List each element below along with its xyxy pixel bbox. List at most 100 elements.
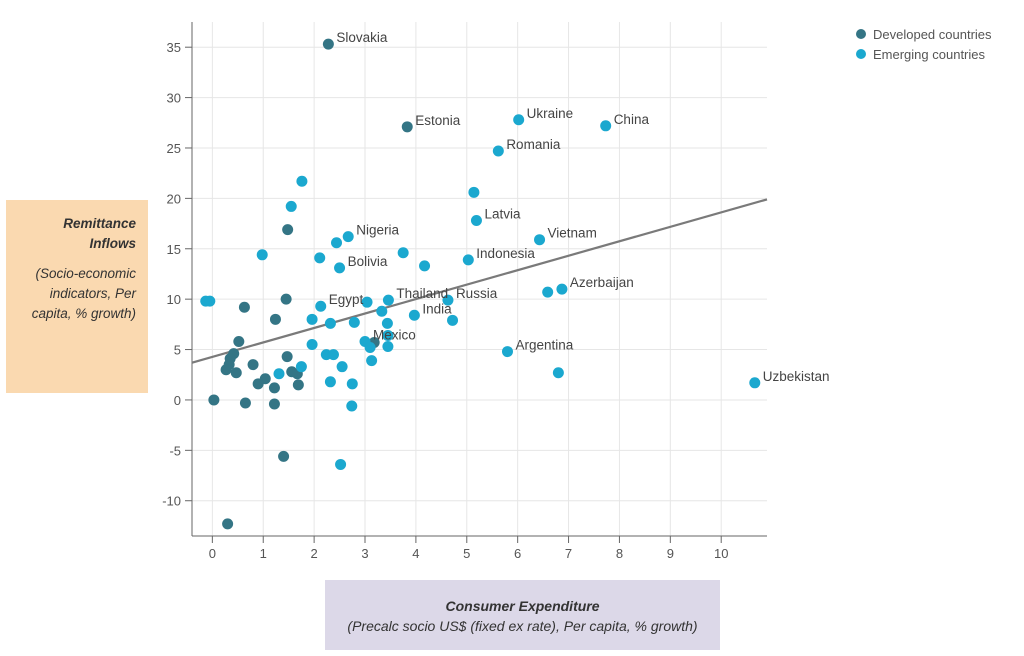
- trend-line-group: [191, 198, 768, 364]
- data-point: [280, 293, 292, 305]
- tick-labels: 0 1 2 3 4 5 6 7 8 9 10 -10 -5 0 5 10 15 20 25 30 35: [162, 40, 728, 561]
- data-point: [342, 231, 354, 243]
- data-point: [296, 175, 308, 187]
- point-label: Ukraine: [527, 106, 574, 121]
- point-label: Estonia: [415, 113, 461, 128]
- y-axis-subtitle: (Socio-economic indicators, Per capita, …: [31, 266, 136, 321]
- data-point: [334, 262, 346, 274]
- x-tick-label: 6: [514, 546, 521, 561]
- grid-lines: [192, 22, 767, 536]
- point-label: Mexico: [373, 327, 416, 342]
- data-point: [281, 351, 293, 363]
- axes: [185, 22, 767, 543]
- data-point: [348, 316, 360, 328]
- data-point: [468, 186, 480, 198]
- data-point: [314, 252, 326, 264]
- y-tick-label: 0: [174, 393, 181, 408]
- y-tick-label: 10: [167, 292, 181, 307]
- data-point: [306, 313, 318, 325]
- x-tick-label: 7: [565, 546, 572, 561]
- legend-item-developed[interactable]: Developed countries: [856, 24, 992, 44]
- point-label: Bolivia: [348, 254, 388, 269]
- data-point: [397, 247, 409, 259]
- data-points: [200, 38, 761, 530]
- data-point: [366, 355, 378, 367]
- x-tick-label: 2: [311, 546, 318, 561]
- data-point: [331, 237, 343, 249]
- point-label: Azerbaijan: [570, 275, 634, 290]
- x-tick-label: 9: [667, 546, 674, 561]
- data-point: [364, 342, 376, 354]
- point-label: India: [422, 301, 452, 316]
- data-point: [462, 254, 474, 266]
- legend-item-emerging[interactable]: Emerging countries: [856, 44, 992, 64]
- legend: Developed countries Emerging countries: [856, 24, 992, 64]
- data-point: [513, 114, 525, 126]
- data-point: [381, 317, 393, 329]
- y-tick-label: 20: [167, 191, 181, 206]
- data-point: [282, 224, 294, 236]
- y-tick-label: 15: [167, 242, 181, 257]
- y-tick-label: 25: [167, 141, 181, 156]
- y-axis-title: Remittance Inflows: [63, 216, 136, 251]
- data-point: [556, 283, 568, 295]
- point-label: Vietnam: [548, 226, 597, 241]
- data-point: [335, 458, 347, 470]
- data-point: [269, 313, 281, 325]
- data-point: [408, 309, 420, 321]
- data-point: [470, 215, 482, 227]
- data-point: [401, 121, 413, 133]
- point-label: Thailand: [396, 286, 448, 301]
- y-tick-label: -10: [162, 494, 181, 509]
- data-point: [222, 518, 234, 530]
- data-point: [542, 286, 554, 298]
- data-point: [306, 339, 318, 351]
- data-point: [376, 305, 388, 317]
- data-point: [336, 361, 348, 373]
- data-point: [315, 300, 327, 312]
- data-point: [419, 260, 431, 272]
- data-point: [256, 249, 268, 261]
- x-tick-label: 5: [463, 546, 470, 561]
- data-point: [361, 296, 373, 308]
- y-tick-label: 35: [167, 40, 181, 55]
- legend-label-emerging: Emerging countries: [873, 46, 985, 62]
- point-label: Egypt: [329, 292, 364, 307]
- data-point: [346, 378, 358, 390]
- data-point: [324, 317, 336, 329]
- data-point: [295, 361, 307, 373]
- data-point: [322, 38, 334, 50]
- point-labels: Slovakia Estonia Ukraine China Romania Latvia…: [329, 30, 830, 384]
- x-tick-label: 4: [412, 546, 419, 561]
- legend-marker-emerging: [856, 49, 866, 59]
- data-point: [273, 368, 285, 380]
- data-point: [238, 301, 250, 313]
- data-point: [382, 294, 394, 306]
- point-label: Uzbekistan: [763, 369, 830, 384]
- x-axis-label-box: Consumer Expenditure (Precalc socio US$ …: [325, 580, 720, 650]
- point-label: Latvia: [484, 207, 521, 222]
- point-label: China: [614, 112, 650, 127]
- data-point: [327, 349, 339, 361]
- x-tick-label: 3: [361, 546, 368, 561]
- data-point: [492, 145, 504, 157]
- trend-line: [191, 198, 768, 364]
- point-label: Indonesia: [476, 246, 535, 261]
- point-label: Russia: [456, 286, 498, 301]
- data-point: [252, 378, 264, 390]
- data-point: [268, 398, 280, 410]
- x-tick-label: 1: [260, 546, 267, 561]
- data-point: [247, 359, 259, 371]
- data-point: [501, 346, 513, 358]
- y-axis-label-box: Remittance Inflows (Socio-economic indic…: [6, 200, 148, 393]
- data-point: [552, 367, 564, 379]
- x-axis-subtitle: (Precalc socio US$ (fixed ex rate), Per …: [347, 618, 698, 634]
- point-label: Romania: [506, 137, 561, 152]
- x-axis-title: Consumer Expenditure: [445, 598, 600, 614]
- data-point: [600, 120, 612, 132]
- point-label: Nigeria: [356, 223, 399, 238]
- y-tick-label: -5: [169, 443, 181, 458]
- data-point: [204, 295, 216, 307]
- y-tick-label: 30: [167, 91, 181, 106]
